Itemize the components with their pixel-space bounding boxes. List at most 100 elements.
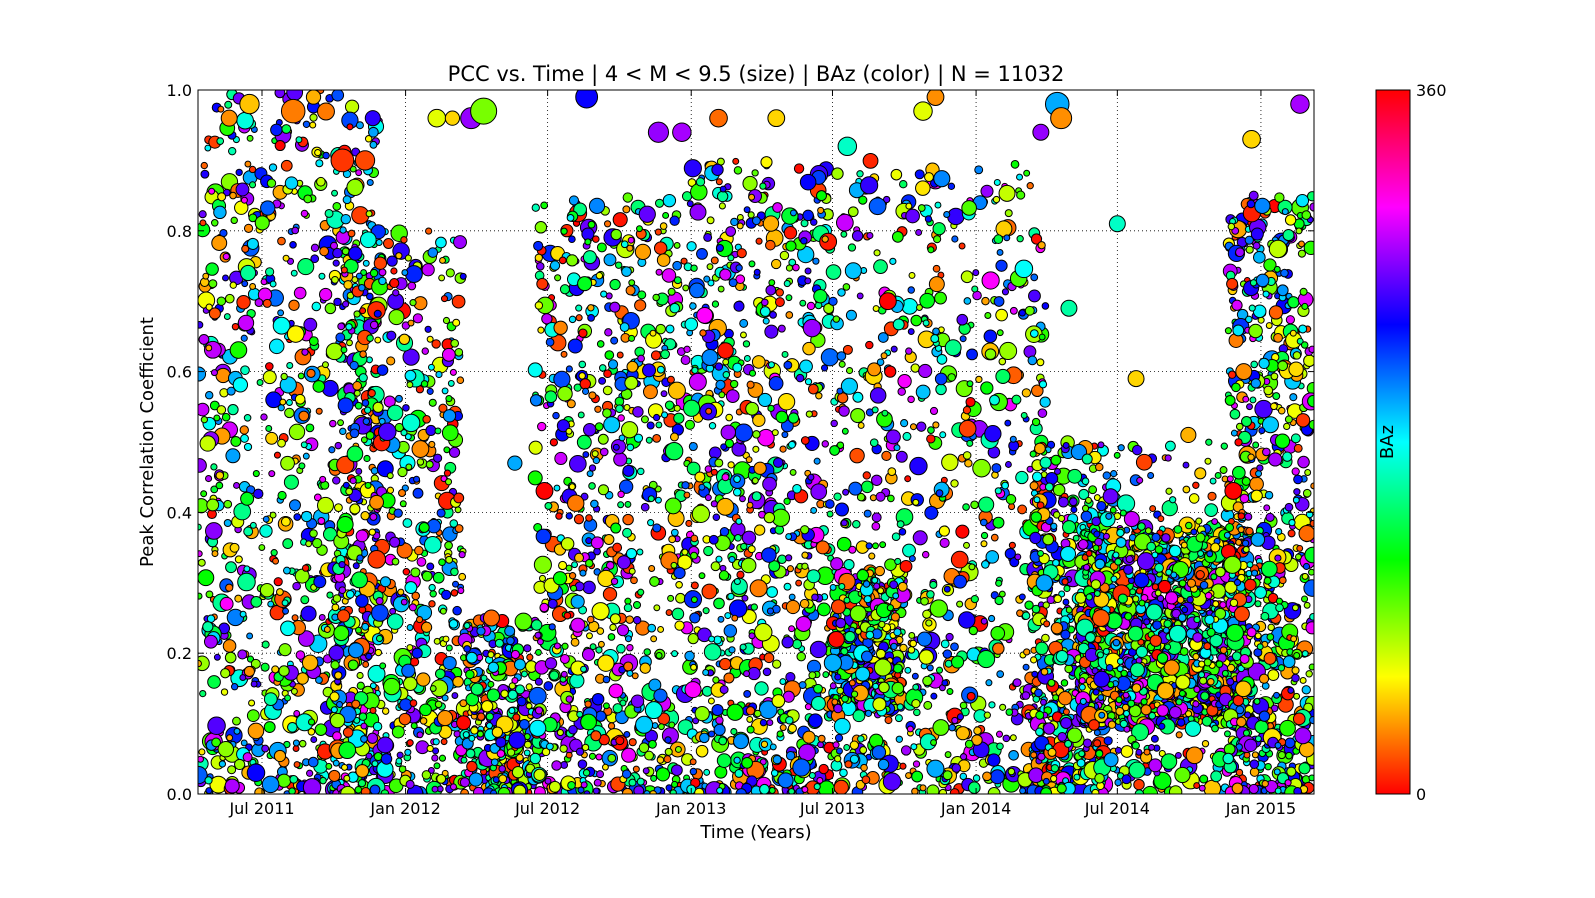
scatter-point (217, 105, 225, 113)
scatter-point (380, 753, 393, 765)
scatter-point (458, 551, 466, 559)
scatter-point (694, 705, 710, 722)
scatter-point (1057, 496, 1069, 508)
scatter-point (491, 726, 504, 738)
scatter-point (720, 424, 737, 441)
scatter-point (540, 201, 549, 210)
scatter-point (715, 716, 724, 725)
scatter-point (427, 247, 439, 258)
scatter-point (753, 268, 761, 276)
scatter-point (905, 208, 920, 224)
scatter-point (722, 358, 730, 366)
scatter-point (857, 735, 865, 743)
scatter-point (950, 550, 969, 569)
scatter-point (609, 278, 621, 291)
scatter-point (270, 549, 278, 557)
scatter-point (996, 249, 1004, 256)
scatter-point (945, 632, 954, 642)
scatter-point (560, 670, 568, 678)
scatter-point (1009, 734, 1017, 742)
scatter-point (354, 785, 363, 794)
scatter-point (230, 216, 238, 225)
scatter-point (565, 564, 573, 572)
scatter-point (617, 490, 625, 499)
scatter-point (332, 247, 343, 259)
scatter-point (284, 176, 299, 190)
scatter-point (232, 377, 249, 393)
scatter-point (570, 584, 578, 592)
scatter-point (400, 429, 408, 437)
scatter-point (293, 710, 301, 717)
scatter-point (342, 727, 354, 738)
scatter-point (459, 777, 471, 788)
scatter-point (288, 787, 296, 794)
scatter-point (450, 589, 459, 597)
scatter-point (878, 681, 890, 694)
scatter-point (610, 228, 622, 241)
scatter-point (973, 726, 982, 735)
scatter-point (355, 121, 364, 130)
scatter-point (531, 203, 540, 212)
scatter-point (847, 243, 857, 252)
scatter-point (995, 368, 1011, 384)
scatter-point (968, 563, 976, 571)
scatter-point (353, 389, 361, 397)
scatter-point (365, 652, 373, 661)
scatter-point (639, 662, 651, 674)
scatter-point (200, 490, 208, 498)
scatter-point (355, 594, 369, 608)
scatter-point (369, 320, 379, 330)
scatter-point (716, 497, 735, 516)
scatter-point (409, 299, 417, 307)
scatter-point (771, 429, 779, 437)
scatter-point (684, 681, 702, 699)
scatter-point (661, 268, 677, 283)
scatter-point (535, 261, 545, 271)
scatter-point (314, 148, 322, 157)
scatter-point (951, 716, 959, 725)
scatter-point (547, 598, 558, 609)
scatter-point (433, 762, 441, 770)
scatter-point (654, 198, 665, 208)
scatter-point (545, 337, 555, 347)
scatter-point (833, 717, 851, 735)
scatter-point (343, 774, 351, 782)
scatter-point (358, 712, 368, 721)
scatter-point (735, 264, 743, 272)
scatter-point (266, 178, 277, 188)
scatter-point (198, 755, 204, 763)
scatter-point (577, 411, 585, 419)
scatter-point (404, 433, 412, 441)
scatter-point (386, 330, 397, 341)
scatter-point (413, 475, 421, 483)
scatter-point (527, 362, 543, 378)
scatter-point (897, 581, 908, 592)
scatter-point (955, 524, 970, 539)
scatter-point (701, 583, 718, 600)
scatter-point (378, 276, 387, 286)
scatter-point (873, 259, 888, 275)
scatter-point (668, 721, 676, 729)
scatter-point (411, 647, 423, 659)
scatter-point (940, 639, 950, 649)
scatter-point (363, 454, 371, 463)
scatter-point (944, 339, 962, 357)
scatter-point (208, 187, 216, 195)
scatter-point (293, 286, 307, 300)
scatter-point (210, 219, 219, 227)
scatter-point (831, 167, 844, 180)
scatter-point (879, 541, 887, 549)
scatter-point (209, 400, 220, 411)
scatter-point (607, 722, 616, 730)
scatter-point (861, 775, 871, 785)
scatter-point (424, 325, 432, 333)
scatter-point (842, 283, 851, 291)
scatter-point (845, 366, 854, 375)
scatter-point (631, 672, 639, 680)
scatter-point (223, 499, 233, 509)
scatter-point (312, 380, 326, 393)
scatter-point (280, 620, 296, 637)
scatter-point (597, 484, 610, 496)
scatter-point (358, 373, 368, 383)
scatter-point (910, 743, 918, 751)
